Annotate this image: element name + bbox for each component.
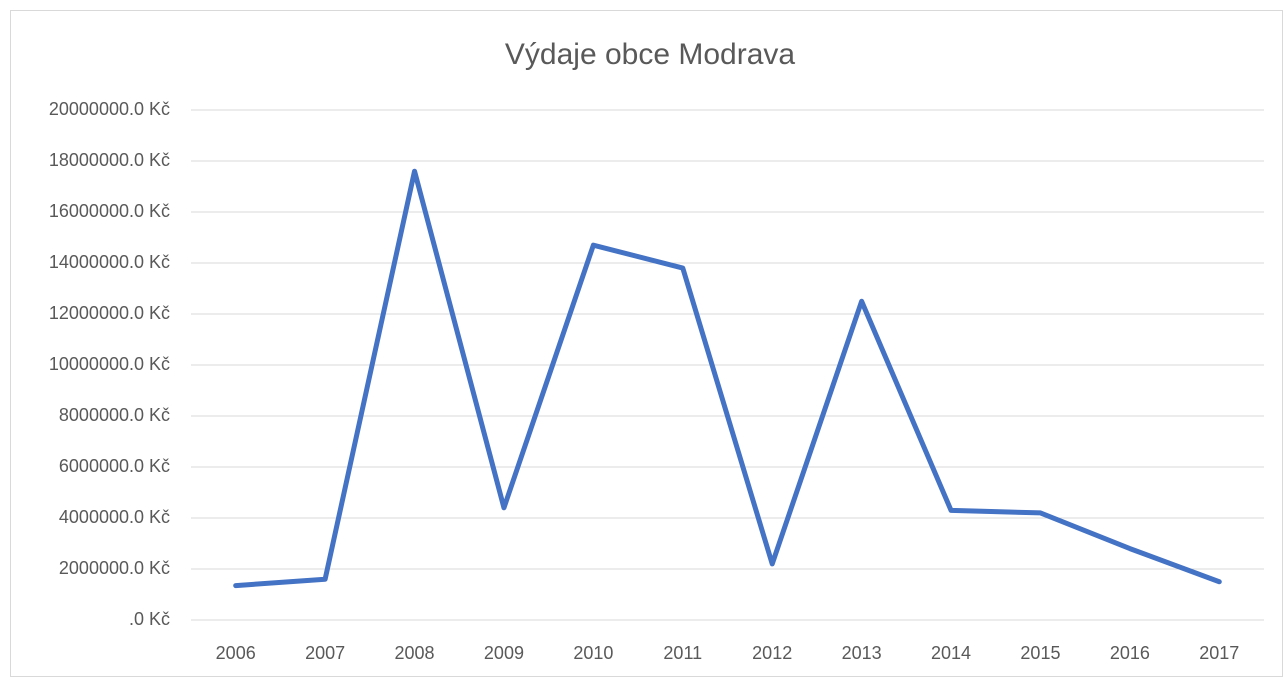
y-tick-label: 10000000.0 Kč: [49, 354, 170, 374]
chart-border: [10, 10, 1283, 677]
y-tick-label: 18000000.0 Kč: [49, 150, 170, 170]
y-tick-label: .0 Kč: [129, 609, 170, 629]
line-series: [233, 168, 1222, 589]
y-tick-label: 14000000.0 Kč: [49, 252, 170, 272]
y-tick-label: 20000000.0 Kč: [49, 99, 170, 119]
x-tick-label: 2012: [752, 643, 792, 663]
y-tick-label: 4000000.0 Kč: [59, 507, 170, 527]
x-tick-label: 2016: [1110, 643, 1150, 663]
x-tick-label: 2014: [931, 643, 971, 663]
y-tick-label: 6000000.0 Kč: [59, 456, 170, 476]
y-tick-label: 8000000.0 Kč: [59, 405, 170, 425]
x-tick-label: 2015: [1020, 643, 1060, 663]
x-tick-label: 2013: [842, 643, 882, 663]
y-tick-label: 2000000.0 Kč: [59, 558, 170, 578]
x-tick-label: 2017: [1199, 643, 1239, 663]
x-tick-label: 2008: [395, 643, 435, 663]
chart-title: Výdaje obce Modrava: [505, 38, 795, 71]
x-tick-label: 2010: [573, 643, 613, 663]
x-tick-label: 2007: [305, 643, 345, 663]
y-tick-label: 16000000.0 Kč: [49, 201, 170, 221]
x-tick-label: 2011: [663, 643, 702, 663]
y-tick-label: 12000000.0 Kč: [49, 303, 170, 323]
x-tick-label: 2006: [216, 643, 256, 663]
x-tick-label: 2009: [484, 643, 524, 663]
